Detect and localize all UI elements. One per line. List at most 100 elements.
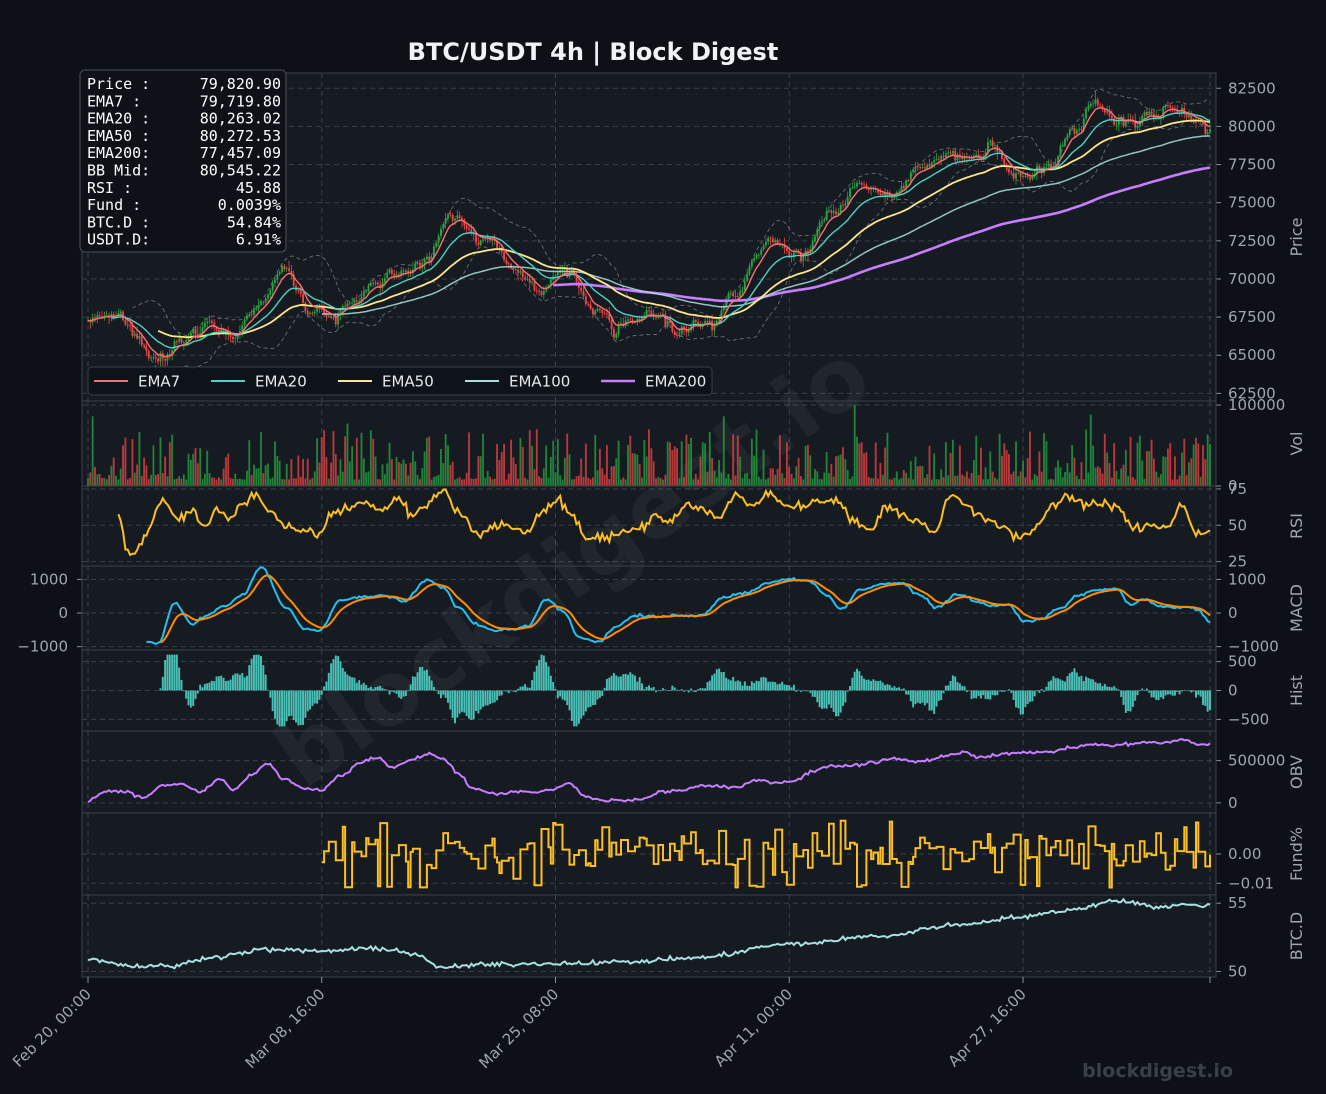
- volume-bar: [1176, 479, 1179, 486]
- candle-body: [987, 142, 989, 153]
- volume-bar: [650, 448, 653, 486]
- candle-body: [989, 140, 992, 143]
- hist-bar: [556, 690, 559, 699]
- candle-body: [554, 275, 557, 277]
- volume-bar: [327, 478, 330, 486]
- hist-bar: [318, 690, 321, 700]
- info-label: Price :: [87, 75, 150, 93]
- volume-bar: [131, 439, 134, 486]
- candle-body: [587, 304, 590, 305]
- volume-bar: [965, 471, 968, 486]
- hist-bar: [475, 690, 478, 711]
- hist-bar: [1015, 690, 1017, 708]
- hist-bar: [589, 690, 592, 707]
- candle-body: [760, 249, 763, 255]
- volume-bar: [246, 470, 248, 486]
- volume-bar: [1089, 414, 1092, 486]
- volume-bar: [685, 434, 688, 486]
- candle-body: [680, 326, 683, 334]
- volume-bar: [1129, 436, 1132, 486]
- volume-bar: [524, 477, 527, 486]
- candle-body: [811, 241, 814, 250]
- volume-bar: [1143, 478, 1146, 486]
- hist-bar: [442, 690, 445, 695]
- candle-body: [217, 329, 220, 333]
- volume-bar: [867, 476, 870, 486]
- volume-bar: [1134, 479, 1137, 486]
- info-label: RSI :: [87, 179, 132, 197]
- volume-bar: [608, 479, 611, 486]
- candle-body: [563, 268, 566, 270]
- hist-bar: [916, 690, 919, 703]
- y-tick-label: 82500: [1228, 79, 1276, 97]
- volume-bar: [451, 461, 454, 486]
- candle-body: [136, 333, 139, 339]
- volume-bar: [1036, 475, 1038, 486]
- volume-bar: [601, 468, 604, 486]
- volume-bar: [330, 462, 333, 486]
- volume-bar: [1082, 479, 1085, 486]
- hist-bar: [851, 677, 854, 691]
- volume-bar: [428, 436, 431, 486]
- candle-body: [979, 156, 982, 160]
- candle-body: [514, 269, 517, 271]
- hist-bar: [278, 690, 281, 727]
- hist-bar: [416, 672, 419, 691]
- candle-body: [1029, 177, 1031, 180]
- candle-body: [133, 333, 136, 336]
- volume-bar: [332, 431, 335, 486]
- hist-bar: [374, 687, 377, 691]
- hist-bar: [1017, 690, 1020, 709]
- hist-bar: [813, 690, 816, 697]
- hist-bar: [650, 687, 653, 691]
- volume-bar: [1017, 476, 1020, 486]
- candle-body: [372, 282, 375, 284]
- volume-bar: [662, 479, 664, 486]
- volume-bar: [222, 468, 225, 486]
- volume-bar: [133, 472, 136, 486]
- volume-bar: [1127, 476, 1130, 486]
- volume-bar: [341, 471, 344, 486]
- volume-bar: [905, 472, 908, 486]
- candle-body: [690, 325, 693, 331]
- hist-bar: [194, 690, 197, 700]
- hist-bar: [860, 675, 863, 691]
- hist-bar: [498, 690, 501, 696]
- hist-bar: [715, 669, 718, 691]
- volume-bar: [224, 457, 227, 486]
- candle-body: [1190, 113, 1193, 120]
- hist-bar: [930, 690, 933, 711]
- candle-body: [613, 329, 615, 338]
- legend-label: EMA50: [382, 373, 434, 391]
- candle-body: [1106, 111, 1109, 113]
- volume-bar: [807, 444, 809, 486]
- volume-bar: [811, 478, 814, 486]
- hist-bar: [437, 690, 440, 695]
- hist-bar: [236, 673, 239, 691]
- volume-bar: [1052, 479, 1055, 486]
- hist-bar: [430, 680, 433, 691]
- candle-body: [905, 180, 908, 188]
- hist-bar: [381, 688, 384, 691]
- volume-bar: [189, 459, 192, 486]
- volume-bar: [325, 457, 328, 486]
- legend: EMA7 EMA20 EMA50 EMA100 EMA200: [87, 366, 713, 396]
- hist-bar: [372, 688, 375, 691]
- candle-body: [241, 325, 244, 331]
- hist-bar: [1108, 686, 1111, 691]
- candle-body: [596, 308, 599, 311]
- volume-bar: [306, 458, 309, 486]
- volume-bar: [313, 471, 316, 486]
- candle-body: [755, 255, 758, 259]
- hist-bar: [907, 690, 910, 695]
- candle-body: [194, 328, 197, 335]
- volume-bar: [454, 479, 456, 486]
- volume-bar: [753, 455, 756, 486]
- volume-bar: [617, 440, 620, 486]
- volume-bar: [397, 462, 400, 486]
- hist-bar: [309, 690, 312, 710]
- hist-bar: [332, 659, 335, 691]
- volume-bar: [1206, 434, 1209, 486]
- hist-bar: [353, 677, 356, 691]
- candle-body: [262, 302, 265, 304]
